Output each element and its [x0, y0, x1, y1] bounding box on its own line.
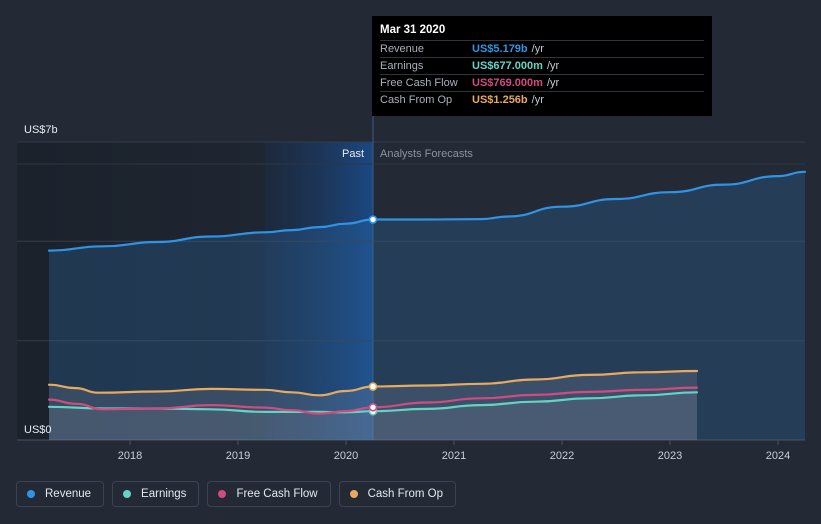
legend-item-earnings[interactable]: Earnings: [112, 481, 200, 507]
legend-label: Earnings: [141, 488, 187, 500]
x-tick-label: 2020: [334, 450, 358, 462]
tooltip-label: Revenue: [380, 43, 425, 55]
tooltip: Mar 31 2020 Revenue US$5.179b /yr Earnin…: [372, 16, 712, 116]
tooltip-row-free-cash-flow: Free Cash Flow US$769.000m /yr: [380, 74, 704, 91]
legend: Revenue Earnings Free Cash Flow Cash Fro…: [16, 481, 457, 507]
x-tick-label: 2019: [226, 450, 250, 462]
x-tick-label: 2022: [550, 450, 574, 462]
legend-item-cash-from-op[interactable]: Cash From Op: [338, 481, 457, 507]
tooltip-value: US$5.179b: [472, 43, 528, 55]
legend-item-free-cash-flow[interactable]: Free Cash Flow: [207, 481, 331, 507]
tooltip-value: US$1.256b: [472, 94, 528, 106]
y-axis-top-label: US$7b: [24, 124, 58, 136]
tooltip-unit: /yr: [531, 43, 544, 55]
tooltip-unit: /yr: [546, 60, 560, 72]
cfo-line: [47, 369, 699, 397]
legend-dot-icon: [27, 490, 35, 498]
x-tick-label: 2018: [118, 450, 142, 462]
tooltip-label: Earnings: [380, 60, 424, 72]
fcf-marker: [368, 402, 378, 412]
forecast-section-label: Analysts Forecasts: [380, 148, 473, 160]
tooltip-unit: /yr: [546, 77, 560, 89]
fcf-line: [47, 386, 699, 415]
legend-dot-icon: [218, 490, 227, 498]
y-axis-bottom-label: US$0: [24, 424, 52, 436]
tooltip-value: US$769.000m: [472, 77, 543, 89]
legend-label: Free Cash Flow: [236, 488, 318, 500]
tooltip-value: US$677.000m: [472, 60, 543, 72]
cfo-marker: [368, 382, 378, 391]
past-section-label: Past: [342, 148, 364, 160]
x-tick-label: 2023: [658, 450, 682, 462]
legend-label: Cash From Op: [367, 488, 444, 500]
legend-dot-icon: [349, 490, 358, 498]
tooltip-row-revenue: Revenue US$5.179b /yr: [380, 40, 704, 57]
tooltip-date: Mar 31 2020: [380, 24, 446, 36]
tooltip-label: Free Cash Flow: [380, 77, 458, 89]
legend-label: Revenue: [45, 488, 92, 500]
legend-dot-icon: [123, 490, 132, 498]
tooltip-row-earnings: Earnings US$677.000m /yr: [380, 57, 704, 74]
revenue-marker: [368, 215, 378, 224]
earnings-area: [49, 392, 697, 440]
revenue-line: [47, 170, 807, 252]
tooltip-label: Cash From Op: [380, 94, 453, 106]
x-tick-label: 2021: [442, 450, 466, 462]
tooltip-row-cash-from-op: Cash From Op US$1.256b /yr: [380, 91, 704, 108]
legend-item-revenue[interactable]: Revenue: [16, 481, 105, 507]
x-tick-label: 2024: [766, 450, 790, 462]
tooltip-unit: /yr: [531, 94, 544, 106]
